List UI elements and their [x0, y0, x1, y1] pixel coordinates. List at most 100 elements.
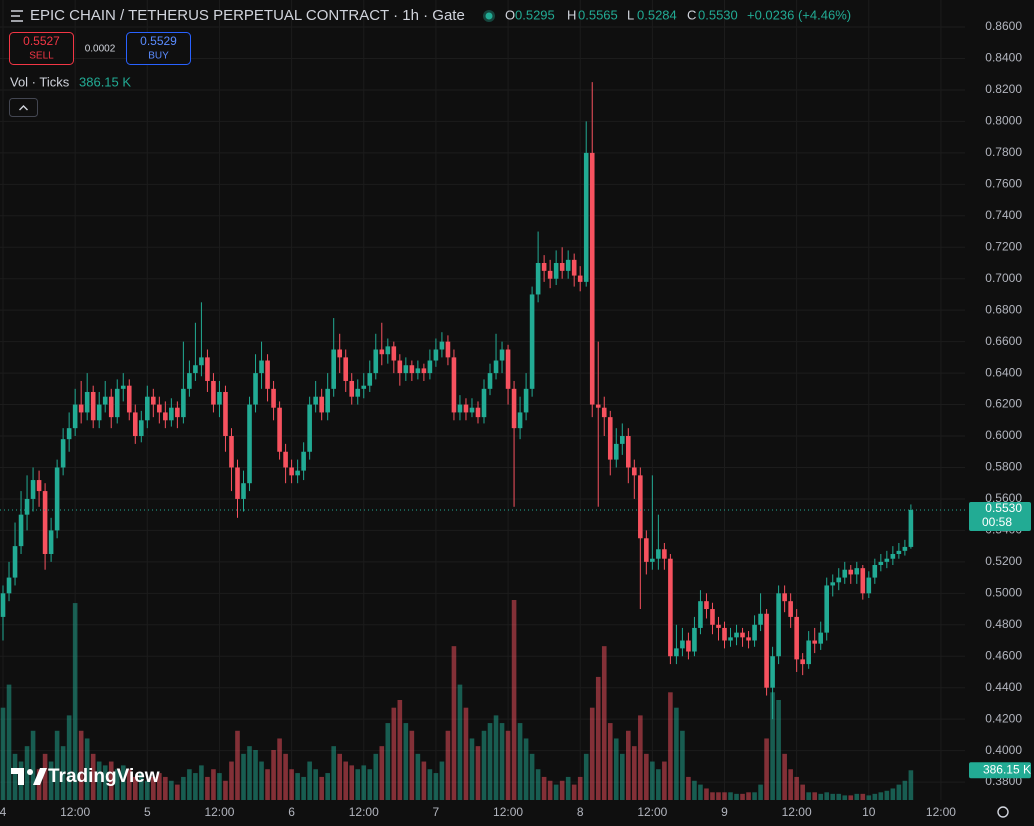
candles: [0, 82, 965, 720]
candle-body: [277, 407, 282, 452]
volume-bar: [175, 784, 180, 800]
x-tick-label: 5: [144, 805, 151, 819]
candle-body: [12, 546, 18, 578]
volume-bar: [638, 715, 643, 800]
candle-body: [842, 569, 848, 578]
y-tick-label: 0.7800: [985, 145, 1022, 159]
ohlc-value: 0.5530: [698, 7, 738, 22]
volume-bar: [571, 784, 577, 800]
candle-body: [409, 365, 415, 374]
y-tick-label: 0.5800: [985, 460, 1022, 474]
volume-bar: [764, 738, 769, 800]
volume-pane: [0, 600, 914, 800]
candle-body: [836, 577, 842, 583]
y-tick-label: 0.4200: [985, 711, 1022, 725]
candle-body: [638, 475, 643, 539]
volume-bar: [277, 738, 282, 800]
volume-bar: [48, 761, 54, 800]
candle-body: [680, 640, 685, 649]
volume-bar: [6, 684, 12, 800]
volume-bar: [361, 765, 367, 800]
candle-body: [138, 420, 144, 437]
volume-bar: [740, 793, 745, 800]
volume-bar: [409, 730, 415, 800]
volume-bar: [704, 788, 709, 800]
candle-body: [391, 346, 397, 361]
volume-bar: [253, 750, 258, 800]
ohlc-label: C: [687, 7, 696, 22]
candle-body: [710, 609, 715, 625]
logo-mark: [11, 768, 24, 785]
settings-button[interactable]: [997, 806, 1009, 818]
volume-bar: [241, 753, 246, 800]
candle-body: [722, 627, 727, 641]
candle-body: [259, 360, 264, 374]
countdown: 00:58: [982, 515, 1012, 529]
candle-body: [66, 428, 72, 440]
volume-value: 386.15 K: [79, 74, 131, 89]
volume-bar: [72, 603, 78, 800]
ohlc-label: H: [567, 7, 576, 22]
candle-body: [740, 632, 745, 638]
volume-bar: [313, 769, 318, 800]
volume-bar: [373, 753, 379, 800]
x-tick-label: 4: [0, 805, 7, 819]
volume-bar: [475, 746, 481, 800]
volume-bar: [96, 761, 102, 800]
candle-body: [385, 346, 391, 355]
volume-bar: [535, 769, 541, 800]
candle-body: [782, 593, 787, 602]
volume-bar: [307, 761, 312, 800]
candle-body: [169, 407, 174, 421]
volume-bar: [379, 746, 385, 800]
candle-body: [626, 436, 631, 468]
menu-icon[interactable]: [11, 10, 23, 22]
candle-body: [704, 601, 709, 610]
volume-bar: [433, 773, 439, 800]
candle-body: [523, 388, 529, 413]
volume-bar: [126, 769, 132, 800]
candle-body: [619, 436, 625, 444]
y-tick-label: 0.4000: [985, 743, 1022, 757]
trade-panel: 0.5527 SELL 0.0002 0.5529 BUY: [9, 32, 191, 65]
candle-body: [896, 550, 902, 554]
candle-body: [698, 601, 703, 628]
candle-body: [794, 616, 799, 660]
candle-body: [800, 659, 805, 665]
volume-bar: [836, 793, 842, 800]
volume-bar: [505, 730, 511, 800]
volume-bar: [331, 746, 336, 800]
candle-body: [499, 349, 505, 361]
candle-body: [132, 412, 138, 437]
collapse-button[interactable]: [9, 98, 38, 117]
buy-button[interactable]: [126, 32, 191, 65]
candle-body: [421, 368, 427, 374]
candle-body: [662, 549, 667, 559]
volume-bar: [770, 692, 775, 800]
volume-bar: [457, 684, 463, 800]
volume-bar: [427, 769, 433, 800]
volume-bar: [415, 753, 421, 800]
candle-body: [126, 385, 132, 413]
y-tick-label: 0.5000: [985, 585, 1022, 599]
volume-bar: [782, 753, 787, 800]
volume-bar: [181, 776, 186, 800]
candle-body: [373, 349, 379, 374]
candle-body: [235, 467, 240, 499]
candle-body: [343, 357, 349, 381]
candle-body: [644, 538, 649, 562]
buy-label: BUY: [148, 51, 169, 62]
candle-body: [607, 417, 613, 460]
volume-bar: [547, 780, 553, 800]
volume-bar: [794, 776, 799, 800]
volume-bar: [54, 730, 60, 800]
volume-bar: [644, 753, 649, 800]
volume-bar: [758, 784, 763, 800]
candle-body: [42, 491, 48, 554]
candle-body: [307, 404, 312, 452]
candle-body: [78, 404, 84, 413]
candle-body: [295, 470, 300, 476]
candle-body: [487, 373, 493, 389]
volume-bar: [848, 795, 854, 800]
sell-button[interactable]: [9, 32, 74, 65]
